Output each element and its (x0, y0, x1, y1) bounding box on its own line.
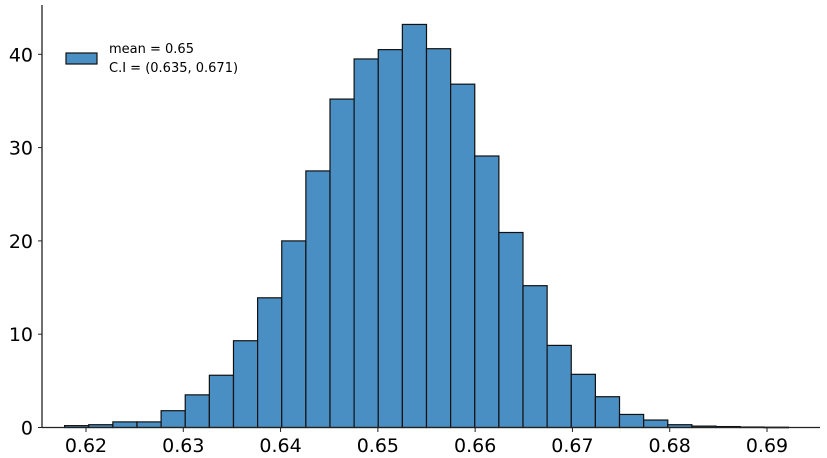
legend-mean-label: mean = 0.65 (109, 42, 194, 57)
y-ticks: 0 10 20 30 40 (9, 44, 42, 440)
histogram-bar (377, 49, 403, 429)
x-tick-label: 0.63 (162, 435, 204, 457)
histogram-bar (522, 285, 548, 429)
histogram-bar (160, 410, 186, 429)
histogram-bar (498, 231, 524, 429)
y-tick-label: 10 (9, 324, 33, 346)
legend-swatch (65, 52, 98, 65)
histogram-bar (184, 394, 210, 429)
y-tick-label: 40 (9, 44, 33, 66)
y-tick-label: 0 (21, 418, 33, 440)
legend-ci-label: C.I = (0.635, 0.671) (109, 61, 238, 76)
histogram-bar (570, 373, 596, 429)
x-tick-label: 0.69 (746, 435, 788, 457)
histogram-bar (546, 344, 572, 429)
histogram-bar (257, 297, 283, 429)
histogram-bar (208, 374, 235, 429)
histogram-bar (232, 340, 259, 429)
histogram-bar (618, 413, 645, 429)
x-tick-label: 0.66 (454, 435, 496, 457)
histogram-bar (136, 421, 162, 429)
histogram-bar (594, 396, 621, 429)
legend: mean = 0.65 C.I = (0.635, 0.671) (65, 42, 238, 76)
histogram-bars (63, 23, 790, 429)
histogram-bar (474, 155, 500, 429)
histogram-bar (112, 421, 138, 429)
histogram-bar (329, 98, 355, 429)
histogram-bar (353, 58, 379, 429)
histogram-bar (450, 83, 476, 429)
x-ticks: 0.62 0.63 0.64 0.65 0.66 0.67 0.68 0.69 (65, 427, 788, 457)
histogram-bar (425, 48, 452, 429)
x-tick-label: 0.65 (357, 435, 399, 457)
axes (41, 5, 820, 429)
histogram-bar (305, 170, 331, 429)
y-tick-label: 30 (9, 138, 33, 160)
histogram-bar (281, 240, 307, 429)
x-tick-label: 0.67 (551, 435, 593, 457)
histogram-bar (643, 419, 669, 429)
y-tick-label: 20 (9, 231, 33, 253)
x-tick-label: 0.62 (65, 435, 107, 457)
histogram-bar (401, 23, 428, 429)
x-tick-label: 0.64 (259, 435, 301, 457)
x-tick-label: 0.68 (649, 435, 691, 457)
